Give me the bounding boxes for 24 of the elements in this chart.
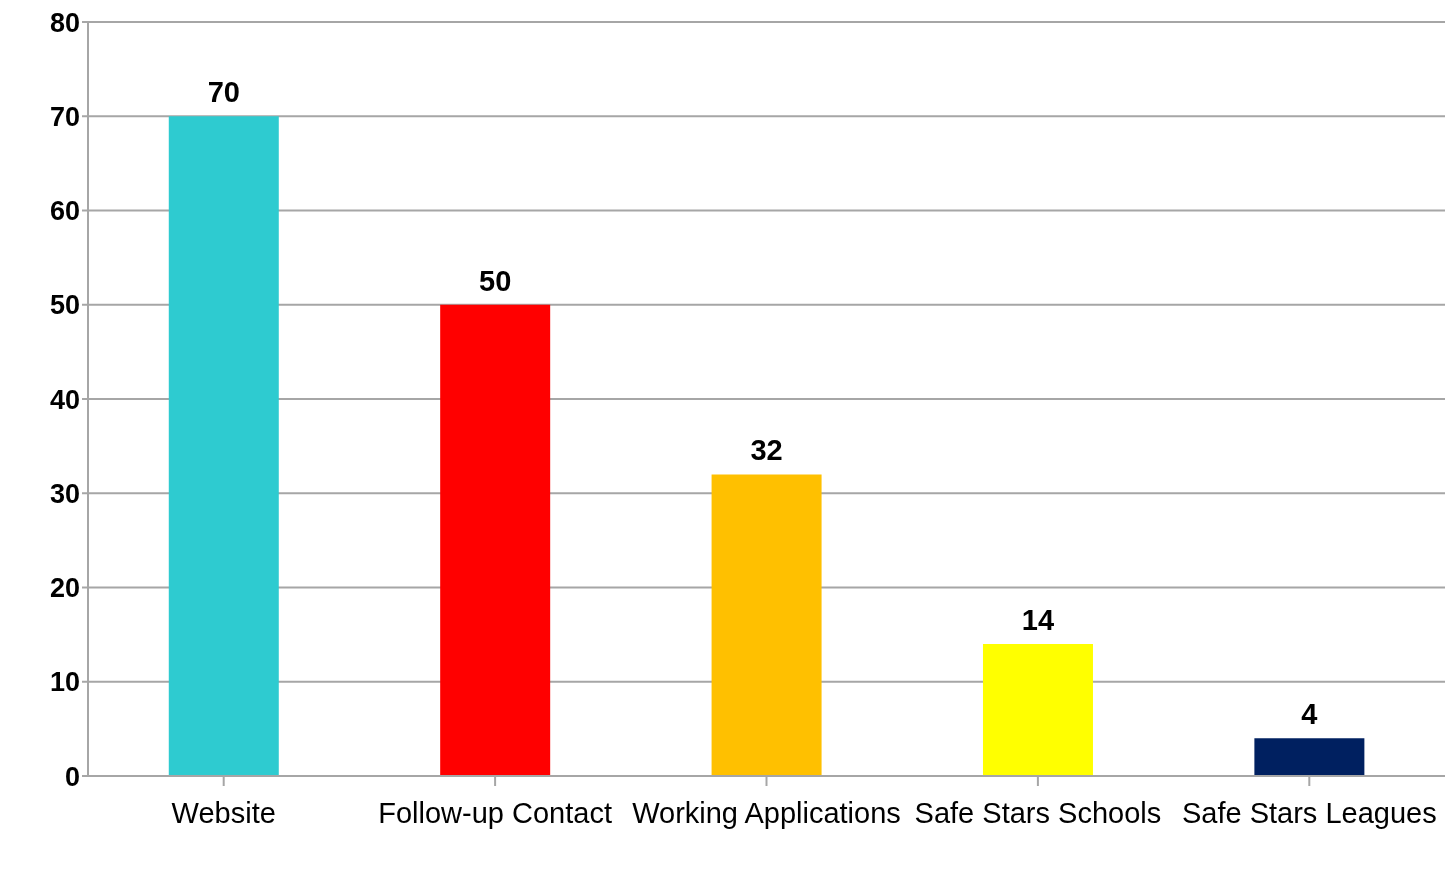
- y-tick-label: 60: [49, 196, 80, 227]
- y-tick-label: 50: [49, 290, 80, 321]
- bar: [1254, 738, 1365, 776]
- y-tick-label: 20: [49, 573, 80, 604]
- y-tick-label: 30: [49, 478, 80, 509]
- bar: [711, 474, 822, 776]
- data-label: 32: [750, 434, 783, 467]
- data-label: 14: [1021, 604, 1055, 637]
- bar: [440, 304, 551, 776]
- x-tick-label: Follow-up Contact: [378, 796, 612, 829]
- y-tick-label: 80: [49, 7, 80, 38]
- bar: [168, 116, 279, 776]
- y-tick-label: 70: [49, 101, 80, 132]
- data-label: 4: [1301, 698, 1318, 731]
- data-label: 70: [207, 76, 240, 109]
- y-tick-label: 10: [49, 667, 80, 698]
- data-label: 50: [479, 264, 512, 297]
- x-tick-label: Safe Stars Schools: [914, 796, 1162, 829]
- y-tick-label: 40: [49, 384, 80, 415]
- x-tick-label: Website: [171, 796, 276, 829]
- x-tick-label: Safe Stars Leagues: [1181, 796, 1437, 829]
- bar: [982, 644, 1093, 776]
- y-tick-label: 0: [64, 761, 80, 792]
- x-tick-label: Working Applications: [632, 796, 901, 829]
